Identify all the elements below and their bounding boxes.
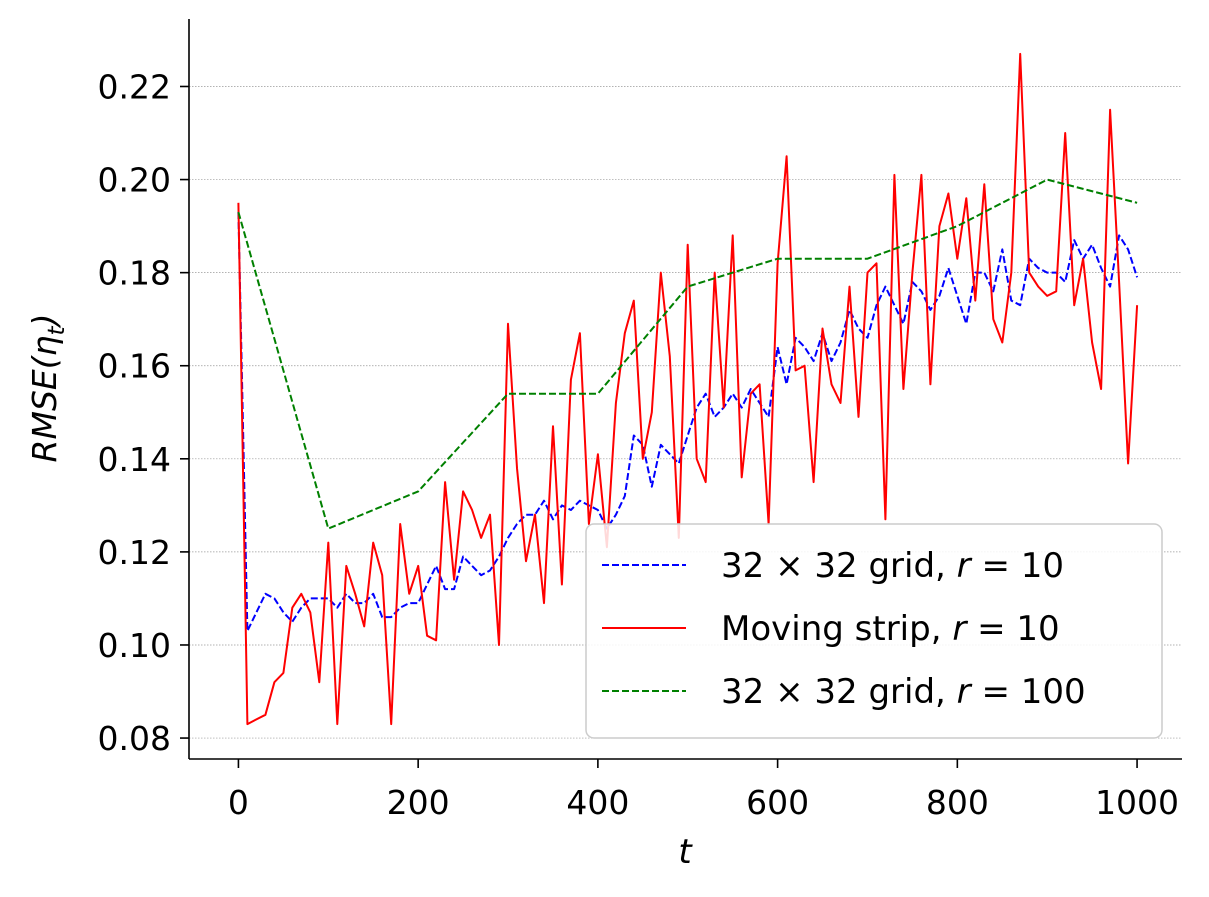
y-tick-label: 0.18 — [98, 254, 171, 293]
y-tick-label: 0.16 — [98, 347, 171, 386]
axes — [188, 19, 1182, 760]
y-tick-label: 0.10 — [98, 626, 171, 665]
legend: 32 × 32 grid, r = 10 Moving strip, r = 10… — [585, 523, 1163, 739]
x-axis-label: t — [678, 832, 693, 872]
series-line-2 — [237, 52, 1139, 726]
x-tick-label: 400 — [566, 783, 629, 822]
y-axis-label-subscript: t — [44, 325, 70, 335]
y-axis-label-close: ) — [25, 314, 64, 330]
x-tick-label: 0 — [228, 783, 249, 822]
series-line-3 — [237, 178, 1138, 530]
series-lines — [237, 52, 1139, 726]
y-tick-label: 0.08 — [98, 719, 171, 758]
y-tick-label: 0.12 — [98, 533, 171, 572]
x-ticks: 0 200 400 600 800 1000 — [228, 759, 1179, 822]
x-tick-label: 200 — [387, 783, 450, 822]
legend-box — [585, 523, 1163, 739]
y-tick-label: 0.22 — [98, 67, 171, 106]
y-axis-label: RMSE(ηt) — [25, 314, 70, 463]
x-tick-label: 600 — [746, 783, 809, 822]
series-line-1 — [237, 212, 1139, 632]
legend-label-2: Moving strip, r = 10 — [721, 609, 1060, 649]
x-tick-label: 1000 — [1095, 783, 1179, 822]
y-ticks: 0.08 0.10 0.12 0.14 0.16 0.18 0.20 0.22 — [98, 67, 189, 758]
y-tick-label: 0.20 — [98, 161, 171, 200]
legend-label-3: 32 × 32 grid, r = 100 — [721, 672, 1086, 712]
y-axis-label-main: RMSE(η — [25, 335, 64, 462]
y-tick-label: 0.14 — [98, 440, 171, 479]
x-tick-label: 800 — [926, 783, 989, 822]
legend-label-1: 32 × 32 grid, r = 10 — [721, 546, 1064, 586]
